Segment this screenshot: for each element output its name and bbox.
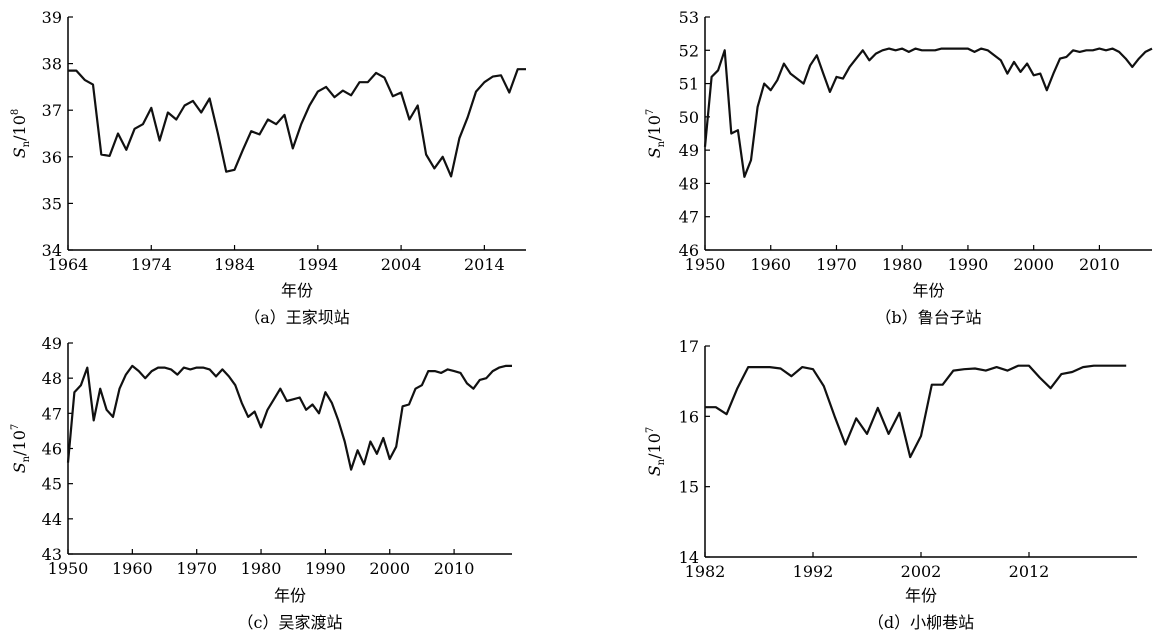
y-tick-label: 45 bbox=[42, 475, 62, 494]
y-tick-label: 52 bbox=[679, 41, 699, 60]
series-line bbox=[66, 364, 512, 471]
y-label-exp: 7 bbox=[10, 424, 21, 430]
y-label-main: S bbox=[10, 462, 29, 473]
y-axis-label: Sn/107 bbox=[645, 427, 667, 477]
y-tick-label: 17 bbox=[679, 337, 699, 356]
x-tick-label: 1960 bbox=[112, 559, 153, 578]
y-label-sub: n bbox=[21, 140, 32, 147]
y-label-unit: /10 bbox=[10, 115, 29, 141]
x-tick-label: 1984 bbox=[214, 255, 255, 274]
y-label-exp: 7 bbox=[645, 109, 656, 115]
series-line bbox=[703, 47, 1153, 178]
x-tick-label: 2010 bbox=[1079, 255, 1120, 274]
x-tick-label: 1950 bbox=[48, 559, 89, 578]
y-tick-label: 53 bbox=[679, 8, 699, 27]
x-tick-label: 1980 bbox=[241, 559, 282, 578]
y-axis-label: Sn/107 bbox=[645, 109, 667, 159]
x-axis-label: 年份 bbox=[281, 281, 313, 300]
x-tick-label: 2000 bbox=[1013, 255, 1054, 274]
y-tick-label: 47 bbox=[42, 404, 62, 423]
x-axis-label: 年份 bbox=[912, 281, 944, 300]
y-label-unit: /10 bbox=[645, 115, 664, 141]
x-tick-label: 1994 bbox=[297, 255, 338, 274]
y-tick-label: 48 bbox=[42, 369, 62, 388]
y-label-sub: n bbox=[656, 458, 667, 465]
x-tick-label: 2000 bbox=[369, 559, 410, 578]
y-label-main: S bbox=[645, 465, 664, 476]
y-tick-label: 37 bbox=[42, 101, 62, 120]
y-label-main: S bbox=[645, 147, 664, 158]
y-label-exp: 7 bbox=[645, 427, 656, 433]
y-tick-label: 34 bbox=[42, 241, 62, 260]
x-tick-label: 1960 bbox=[750, 255, 791, 274]
y-tick-label: 49 bbox=[42, 334, 62, 353]
y-label-sub: n bbox=[656, 140, 667, 147]
y-tick-label: 46 bbox=[42, 440, 62, 459]
x-tick-label: 2004 bbox=[381, 255, 422, 274]
y-label-main: S bbox=[10, 147, 29, 158]
x-tick-label: 2010 bbox=[434, 559, 475, 578]
y-tick-label: 47 bbox=[679, 208, 699, 227]
y-tick-label: 16 bbox=[679, 407, 699, 426]
panel-caption: （d）小柳巷站 bbox=[868, 613, 974, 632]
y-axis-label: Sn/107 bbox=[10, 424, 32, 474]
y-label-unit: /10 bbox=[645, 433, 664, 459]
y-axis-label: Sn/108 bbox=[10, 109, 32, 159]
x-tick-label: 1990 bbox=[948, 255, 989, 274]
y-tick-label: 44 bbox=[42, 510, 62, 529]
y-label-exp: 8 bbox=[10, 109, 21, 115]
y-tick-label: 50 bbox=[679, 108, 699, 127]
y-label-unit: /10 bbox=[10, 430, 29, 456]
x-axis-label: 年份 bbox=[274, 586, 306, 605]
panel-caption: （a）王家坝站 bbox=[244, 308, 350, 327]
y-tick-label: 14 bbox=[679, 548, 699, 567]
x-tick-label: 2012 bbox=[1009, 562, 1050, 581]
y-tick-label: 49 bbox=[679, 141, 699, 160]
y-tick-label: 15 bbox=[679, 478, 699, 497]
panel-caption: （c）吴家渡站 bbox=[238, 613, 343, 632]
x-tick-label: 1982 bbox=[685, 562, 726, 581]
y-tick-label: 43 bbox=[42, 545, 62, 564]
x-tick-label: 1990 bbox=[305, 559, 346, 578]
y-label-sub: n bbox=[21, 455, 32, 462]
x-tick-label: 1970 bbox=[176, 559, 217, 578]
panel-caption: （b）鲁台子站 bbox=[875, 308, 981, 327]
x-tick-label: 1950 bbox=[685, 255, 726, 274]
x-tick-label: 1992 bbox=[793, 562, 834, 581]
x-tick-label: 2014 bbox=[464, 255, 505, 274]
x-tick-label: 1964 bbox=[48, 255, 89, 274]
y-tick-label: 48 bbox=[679, 174, 699, 193]
y-tick-label: 51 bbox=[679, 75, 699, 94]
panel-a: 34 35 36 37 38 39 1964 1974 1984 1994 2004 2014 年份 （a… bbox=[10, 8, 526, 327]
series-line bbox=[68, 68, 526, 178]
y-tick-label: 39 bbox=[42, 8, 62, 27]
panel-b: 46 47 48 49 50 51 52 53 1950 1960 1970 1980 1990 2000… bbox=[645, 8, 1153, 327]
x-tick-label: 2002 bbox=[901, 562, 942, 581]
series-line bbox=[705, 364, 1127, 459]
y-tick-label: 36 bbox=[42, 148, 62, 167]
y-tick-label: 46 bbox=[679, 241, 699, 260]
y-tick-label: 35 bbox=[42, 194, 62, 213]
x-tick-label: 1970 bbox=[816, 255, 857, 274]
x-tick-label: 1974 bbox=[131, 255, 172, 274]
x-tick-label: 1980 bbox=[882, 255, 923, 274]
panel-c: 43 44 45 46 47 48 49 1950 1960 1970 1980 1990 2000 20… bbox=[10, 334, 512, 632]
panel-d: 14 15 16 17 1982 1992 2002 2012 年份 （d）小柳巷站 Sn/107 bbox=[645, 337, 1137, 632]
x-axis-label: 年份 bbox=[905, 586, 937, 605]
y-tick-label: 38 bbox=[42, 55, 62, 74]
